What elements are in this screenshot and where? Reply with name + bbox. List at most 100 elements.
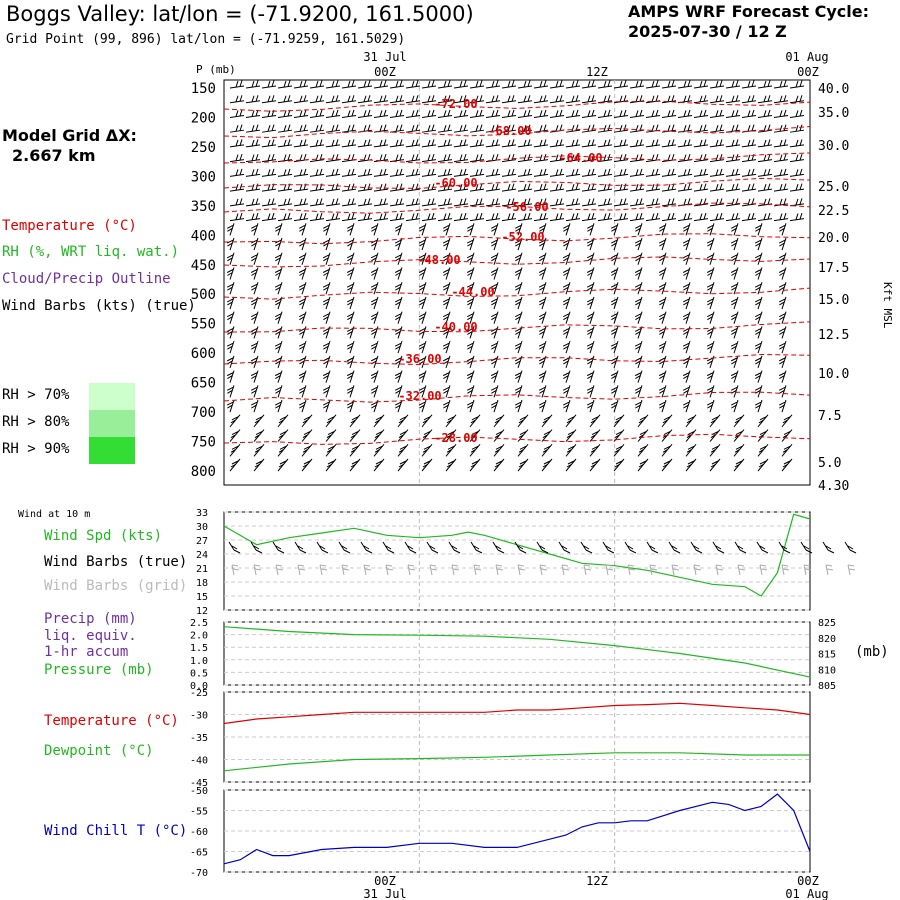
windchill-label: Wind Chill T (°C) [44, 823, 188, 839]
wind-barb [229, 458, 241, 472]
legend-temperature: Temperature (°C) [2, 218, 137, 234]
wind-barb [725, 80, 741, 89]
wind-barb [754, 223, 763, 236]
wind-barb [421, 124, 437, 133]
wind-barb [250, 311, 259, 324]
wind-barb [357, 139, 373, 148]
wind-barb [533, 139, 549, 148]
wind-barb [293, 139, 309, 148]
wind-barb [541, 429, 553, 442]
wind-barb [346, 223, 355, 236]
wind-barb [226, 399, 235, 413]
p-tick-label: 250 [191, 140, 216, 156]
wind-barb [610, 311, 619, 324]
wind-barb [490, 311, 499, 324]
wind-barb [778, 223, 787, 236]
wind-barb [677, 124, 693, 133]
wind-barb [733, 443, 745, 457]
wind-barb-true [294, 541, 307, 554]
pressure-panel: 2.5 2.01.5 1.00.5 0.0 825 820 815 810 805 [190, 618, 836, 692]
wind-barb [442, 355, 451, 369]
wind-barb [757, 183, 773, 192]
y-tick-label: 2.0 [190, 631, 208, 642]
wind-barb [325, 139, 341, 148]
wind-barb [373, 414, 385, 428]
wind-barb [549, 95, 565, 104]
wind-barb [565, 168, 581, 177]
wind-barb [781, 458, 793, 472]
wind-barb [485, 139, 501, 148]
wind-barb [514, 370, 523, 383]
isotherm-line [223, 287, 811, 300]
wind-barb [501, 212, 517, 222]
wind-barb [298, 296, 307, 310]
wind-barb [453, 168, 469, 177]
wind-barb [706, 282, 715, 295]
wind-barb [517, 153, 533, 163]
wind-barb [405, 80, 421, 89]
wind-barb-grid [627, 564, 636, 576]
wind-barb-grid [561, 564, 570, 576]
wind-barb [357, 183, 373, 192]
wind-barb [778, 282, 787, 295]
wind-barb [581, 109, 597, 118]
wind-barb [597, 212, 613, 222]
wind-barb [397, 414, 409, 428]
p-tick-label: 700 [191, 405, 216, 421]
wind-barb [437, 168, 453, 177]
wind-barb [250, 223, 259, 236]
wind-barb [394, 355, 403, 369]
wind-barb-true [404, 541, 417, 554]
p-tick-label: 750 [191, 435, 216, 451]
wind-barb [466, 326, 475, 339]
wind-barb [490, 355, 499, 369]
wind-barb [693, 183, 709, 192]
wind-barb [562, 370, 571, 383]
wind-barb [421, 443, 433, 457]
wind-barb [418, 326, 427, 339]
wind-barb [226, 340, 235, 354]
wind-barb-grid [715, 564, 724, 576]
wind-barb [418, 237, 427, 251]
isotherm-label: -28.00 [434, 431, 477, 445]
wind-barb-grid [847, 564, 856, 576]
wind-barb [562, 296, 571, 310]
wind-barb [253, 414, 265, 428]
wind-barb [394, 399, 403, 413]
wind-barb [581, 124, 597, 133]
wind-barb [453, 212, 469, 222]
wind-barb [418, 311, 427, 324]
wind-barb [349, 429, 361, 442]
wind-barb [298, 237, 307, 251]
wind-barb [778, 355, 787, 369]
wind-barb [341, 95, 357, 104]
wind-barb [301, 443, 313, 457]
wind-barb [453, 139, 469, 148]
wind-barb [693, 109, 709, 118]
wind-barb [562, 223, 571, 236]
wind-barb [322, 237, 331, 251]
wind-barb [645, 183, 661, 192]
wind-barb [389, 153, 405, 163]
wind-barb [778, 252, 787, 265]
wind-barb [445, 429, 457, 442]
wind-barb [466, 237, 475, 251]
wind-barb [490, 252, 499, 265]
wind-barb [778, 385, 787, 398]
wind-barb-true [316, 541, 329, 554]
liq-equiv-label: liq. equiv. [44, 628, 137, 644]
wind-barb [226, 296, 235, 310]
wind-barb [685, 443, 697, 457]
wind-barb [298, 326, 307, 339]
wind-barb [418, 282, 427, 295]
wind-barb [346, 340, 355, 354]
temperature-panel: -25 -30 -35 -40 -45 [190, 688, 811, 789]
wind-barb [245, 153, 261, 163]
wind-barb-true [426, 541, 439, 554]
wind-barb [485, 80, 501, 89]
wind-barb [661, 414, 673, 428]
right-tick-label: 805 [818, 681, 836, 692]
wind-barb [229, 414, 241, 428]
wind-barb-grid [781, 564, 790, 576]
